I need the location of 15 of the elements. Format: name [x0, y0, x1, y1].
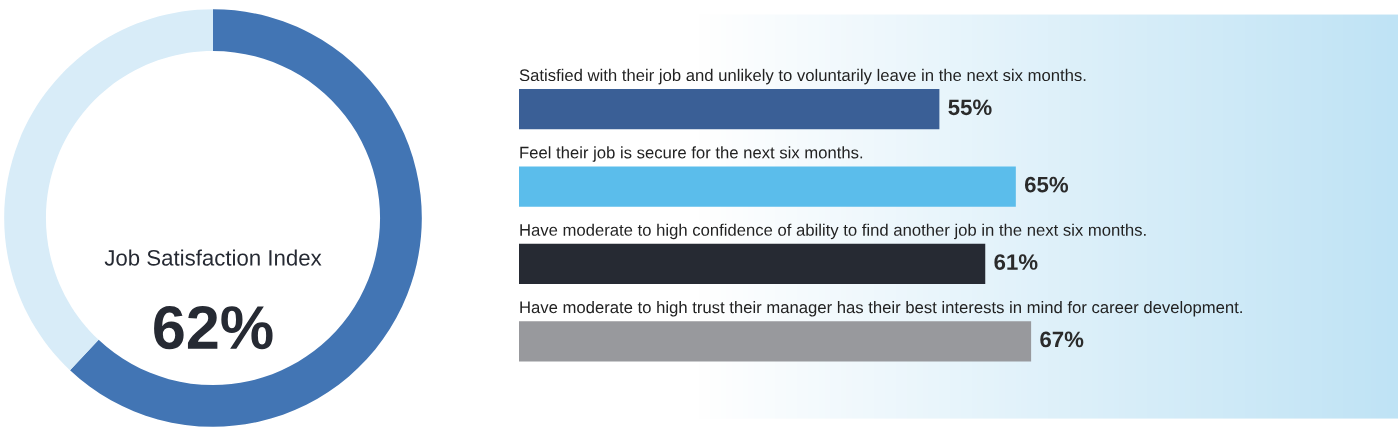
bar: [519, 89, 940, 130]
text: Job Satisfaction Index: [104, 249, 322, 266]
category-label: Have moderate to high trust their manager has their best interests in mind for career development.: [520, 301, 1242, 317]
data-label: 65%: [1024, 176, 1069, 193]
data-label: 61%: [994, 254, 1038, 270]
donut-slice: [70, 9, 422, 427]
bar: [519, 243, 986, 285]
category-label: Satisfied with their job and unlikely to voluntarily leave in the next six months.: [519, 68, 1086, 85]
text: 62%: [154, 305, 273, 350]
data-label: 67%: [1040, 331, 1084, 348]
bar: [519, 321, 1032, 362]
data-label: 55%: [948, 99, 992, 116]
category-label: Feel their job is secure for the next six months.: [520, 146, 863, 162]
category-label: Have moderate to high confidence of ability to find another job in the next six months.: [520, 223, 1146, 240]
bar: [519, 166, 1016, 207]
